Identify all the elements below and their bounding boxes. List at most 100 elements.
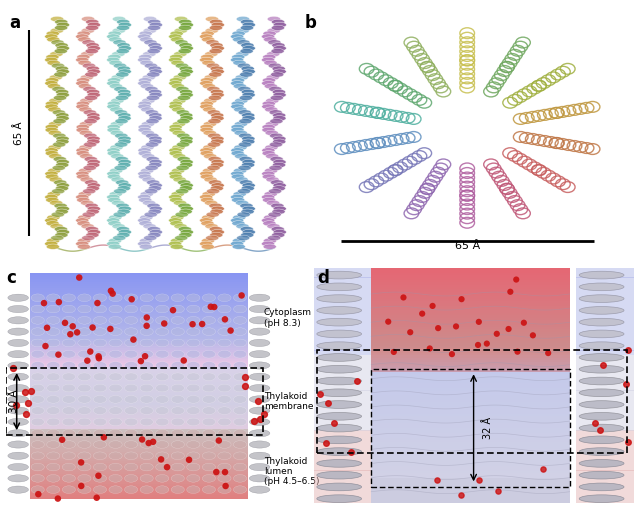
Point bbox=[428, 302, 438, 310]
Ellipse shape bbox=[156, 339, 169, 347]
Ellipse shape bbox=[108, 221, 121, 226]
Ellipse shape bbox=[62, 362, 76, 369]
Bar bbox=[371, 484, 570, 487]
Ellipse shape bbox=[317, 471, 362, 479]
Ellipse shape bbox=[125, 475, 138, 482]
Ellipse shape bbox=[250, 362, 270, 369]
Bar bbox=[371, 388, 570, 390]
Ellipse shape bbox=[148, 139, 162, 144]
Bar bbox=[371, 482, 570, 484]
Bar bbox=[30, 491, 248, 493]
Ellipse shape bbox=[230, 218, 244, 223]
Ellipse shape bbox=[143, 28, 156, 33]
Ellipse shape bbox=[84, 72, 98, 77]
Bar bbox=[371, 478, 570, 480]
Ellipse shape bbox=[113, 16, 125, 21]
Ellipse shape bbox=[113, 63, 127, 68]
Ellipse shape bbox=[202, 475, 216, 482]
Ellipse shape bbox=[85, 49, 99, 54]
Ellipse shape bbox=[87, 45, 100, 51]
Bar bbox=[576, 292, 634, 294]
Ellipse shape bbox=[171, 407, 184, 414]
Ellipse shape bbox=[317, 342, 362, 350]
Bar bbox=[576, 499, 634, 501]
Bar bbox=[576, 452, 634, 454]
Bar bbox=[30, 472, 248, 474]
Bar bbox=[30, 316, 248, 318]
Ellipse shape bbox=[179, 89, 193, 95]
Bar bbox=[314, 480, 371, 482]
Ellipse shape bbox=[110, 122, 124, 127]
Ellipse shape bbox=[93, 486, 107, 494]
Ellipse shape bbox=[109, 168, 123, 173]
Bar bbox=[30, 422, 248, 424]
Ellipse shape bbox=[272, 43, 285, 48]
Bar bbox=[314, 285, 371, 287]
Ellipse shape bbox=[205, 235, 219, 241]
Bar bbox=[30, 388, 248, 389]
Ellipse shape bbox=[62, 351, 76, 358]
Point bbox=[214, 436, 224, 445]
Point bbox=[595, 426, 605, 434]
Bar bbox=[371, 343, 570, 346]
Ellipse shape bbox=[207, 86, 220, 91]
Ellipse shape bbox=[52, 165, 65, 171]
Ellipse shape bbox=[234, 407, 246, 414]
Ellipse shape bbox=[148, 43, 161, 48]
Bar bbox=[30, 281, 248, 283]
Bar bbox=[371, 452, 570, 454]
Ellipse shape bbox=[263, 244, 276, 249]
Ellipse shape bbox=[86, 43, 99, 48]
Ellipse shape bbox=[47, 316, 60, 324]
Bar bbox=[576, 466, 634, 468]
Ellipse shape bbox=[147, 226, 161, 232]
Ellipse shape bbox=[54, 25, 68, 31]
Ellipse shape bbox=[273, 113, 286, 118]
Ellipse shape bbox=[211, 69, 225, 74]
Ellipse shape bbox=[45, 218, 58, 223]
Ellipse shape bbox=[211, 45, 225, 51]
Ellipse shape bbox=[174, 28, 188, 33]
Ellipse shape bbox=[176, 110, 189, 115]
Ellipse shape bbox=[148, 113, 162, 118]
Ellipse shape bbox=[107, 241, 120, 246]
Point bbox=[94, 354, 104, 362]
Point bbox=[351, 377, 362, 385]
Text: 30 Å: 30 Å bbox=[10, 390, 19, 413]
Ellipse shape bbox=[125, 373, 138, 381]
Ellipse shape bbox=[579, 495, 624, 502]
Ellipse shape bbox=[77, 221, 90, 226]
Bar bbox=[371, 402, 570, 405]
Ellipse shape bbox=[200, 197, 214, 203]
Ellipse shape bbox=[156, 486, 169, 494]
Ellipse shape bbox=[93, 396, 107, 403]
Bar bbox=[314, 405, 371, 407]
Ellipse shape bbox=[231, 148, 244, 153]
Ellipse shape bbox=[579, 483, 624, 491]
Bar bbox=[371, 459, 570, 461]
Ellipse shape bbox=[51, 212, 65, 217]
Ellipse shape bbox=[116, 180, 129, 185]
Point bbox=[159, 319, 170, 328]
Bar bbox=[314, 454, 371, 456]
Ellipse shape bbox=[140, 294, 153, 301]
Ellipse shape bbox=[76, 151, 90, 156]
Ellipse shape bbox=[86, 25, 99, 31]
Ellipse shape bbox=[93, 463, 107, 471]
Ellipse shape bbox=[579, 412, 624, 420]
Ellipse shape bbox=[156, 362, 169, 369]
Ellipse shape bbox=[231, 174, 244, 179]
Point bbox=[237, 291, 247, 299]
Ellipse shape bbox=[93, 440, 107, 448]
Ellipse shape bbox=[180, 159, 193, 165]
Point bbox=[92, 494, 102, 502]
Bar bbox=[576, 433, 634, 435]
Ellipse shape bbox=[241, 233, 254, 238]
Ellipse shape bbox=[107, 151, 120, 156]
Ellipse shape bbox=[234, 145, 247, 150]
Bar bbox=[30, 377, 248, 378]
Ellipse shape bbox=[262, 171, 275, 176]
Bar bbox=[371, 447, 570, 449]
Ellipse shape bbox=[82, 212, 95, 217]
Point bbox=[65, 330, 76, 338]
